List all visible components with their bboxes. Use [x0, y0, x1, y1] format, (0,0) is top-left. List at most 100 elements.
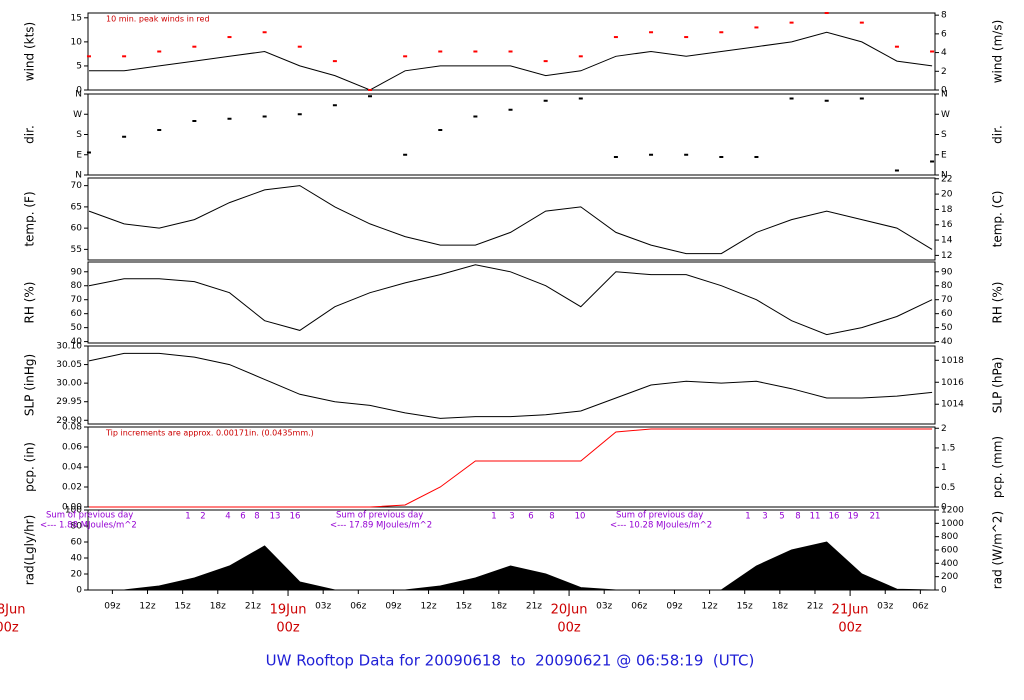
y-tick-label: 60 [71, 224, 83, 234]
y-tick-label: 40 [71, 337, 83, 347]
y-tick-label: 29.90 [56, 416, 82, 426]
sun-hour: 21 [870, 512, 881, 522]
y2-tick-label: 50 [941, 323, 953, 333]
y-tick-label: 15 [71, 13, 82, 23]
y2-tick-label: 8 [941, 11, 947, 21]
data-point [297, 45, 302, 48]
y-tick-label: 0 [76, 586, 82, 596]
day-label: 00z [0, 621, 19, 636]
data-point [543, 60, 548, 63]
x-tick-label: 06z [350, 602, 366, 612]
data-point [543, 99, 548, 102]
y-tick-label: 65 [71, 202, 82, 212]
x-tick-label: 03z [315, 602, 331, 612]
y2-tick-label: 1014 [941, 400, 964, 410]
y2-tick-label: 0 [941, 586, 947, 596]
data-point [859, 21, 864, 24]
data-point [894, 169, 899, 172]
x-tick-label: 09z [666, 602, 682, 612]
y-tick-label: 90 [71, 267, 83, 277]
series-line [88, 264, 933, 336]
data-point [332, 104, 337, 107]
day-label: 00z [557, 621, 581, 636]
annotation: Tip increments are approx. 0.00171in. (0… [105, 429, 314, 438]
y-tick-label: 80 [71, 522, 83, 532]
data-point [789, 97, 794, 100]
y-tick-label: S [76, 130, 82, 140]
x-tick-label: 09z [104, 602, 120, 612]
x-tick-label: 15z [737, 602, 753, 612]
data-point [332, 60, 337, 63]
sun-hour: 16 [829, 512, 840, 522]
data-point [403, 55, 408, 58]
y2-tick-label: 14 [941, 236, 953, 246]
y2-axis-label: temp. (C) [991, 191, 1005, 248]
sun-hour: 8 [254, 512, 259, 522]
y2-tick-label: 22 [941, 174, 952, 184]
series-line [89, 31, 933, 91]
sun-hour: 1 [491, 512, 496, 522]
y2-tick-label: 40 [941, 337, 953, 347]
x-tick-label: 06z [912, 602, 928, 612]
y2-tick-label: N [941, 171, 948, 181]
y2-tick-label: 18 [941, 205, 953, 215]
y-tick-label: 5 [76, 61, 82, 71]
y-tick-label: 30.10 [56, 342, 82, 352]
data-point [122, 135, 127, 138]
sun-hour: 3 [509, 512, 514, 522]
data-point [368, 95, 373, 98]
data-point [473, 50, 478, 53]
data-point [262, 115, 267, 118]
data-point [649, 153, 654, 156]
y2-tick-label: 600 [941, 546, 958, 556]
panel-frame [87, 177, 936, 261]
y2-tick-label: 800 [941, 532, 958, 542]
y2-tick-label: 70 [941, 295, 953, 305]
y2-tick-label: N [941, 90, 948, 100]
data-point [684, 153, 689, 156]
y2-tick-label: 1200 [941, 506, 964, 516]
y-tick-label: 70 [71, 181, 83, 191]
y2-tick-label: 12 [941, 251, 952, 261]
data-point [438, 50, 443, 53]
sun-hour: 3 [762, 512, 767, 522]
y-axis-label: SLP (inHg) [23, 354, 37, 416]
x-tick-label: 18z [210, 602, 226, 612]
panel-frame [87, 345, 936, 425]
data-point [297, 113, 302, 116]
data-point [86, 55, 91, 58]
y-tick-label: 55 [71, 245, 82, 255]
y2-tick-label: 400 [941, 559, 958, 569]
y2-tick-label: 16 [941, 220, 953, 230]
panel-frame [87, 426, 936, 508]
y-tick-label: E [76, 150, 82, 160]
y2-axis-label: wind (m/s) [991, 20, 1005, 84]
y2-axis-label: RH (%) [991, 282, 1005, 324]
sun-hour: 13 [270, 512, 281, 522]
data-point [122, 55, 127, 58]
annotation: 10 min. peak winds in red [106, 15, 210, 24]
sun-hour: 19 [848, 512, 859, 522]
y-tick-label: 0.08 [62, 423, 82, 433]
data-point [262, 31, 267, 34]
sun-hour: 2 [200, 512, 205, 522]
x-tick-label: 18z [491, 602, 507, 612]
y2-axis-label: rad (W/m^2) [991, 511, 1005, 589]
y2-tick-label: W [941, 110, 950, 120]
panel-frame [87, 261, 936, 344]
y-tick-label: 30.00 [56, 379, 82, 389]
y2-tick-label: 60 [941, 309, 953, 319]
panel-frame [87, 93, 936, 176]
daily-sum: Sum of previous day [46, 511, 133, 521]
data-point [859, 97, 864, 100]
y-tick-label: 100 [65, 506, 82, 516]
y-tick-label: 0 [76, 86, 82, 96]
y2-tick-label: 1016 [941, 378, 964, 388]
data-point [719, 31, 724, 34]
x-tick-label: 21z [807, 602, 823, 612]
x-tick-label: 12z [701, 602, 717, 612]
y-tick-label: 29.95 [56, 397, 82, 407]
data-point [613, 36, 618, 39]
panel-frame [87, 12, 936, 91]
